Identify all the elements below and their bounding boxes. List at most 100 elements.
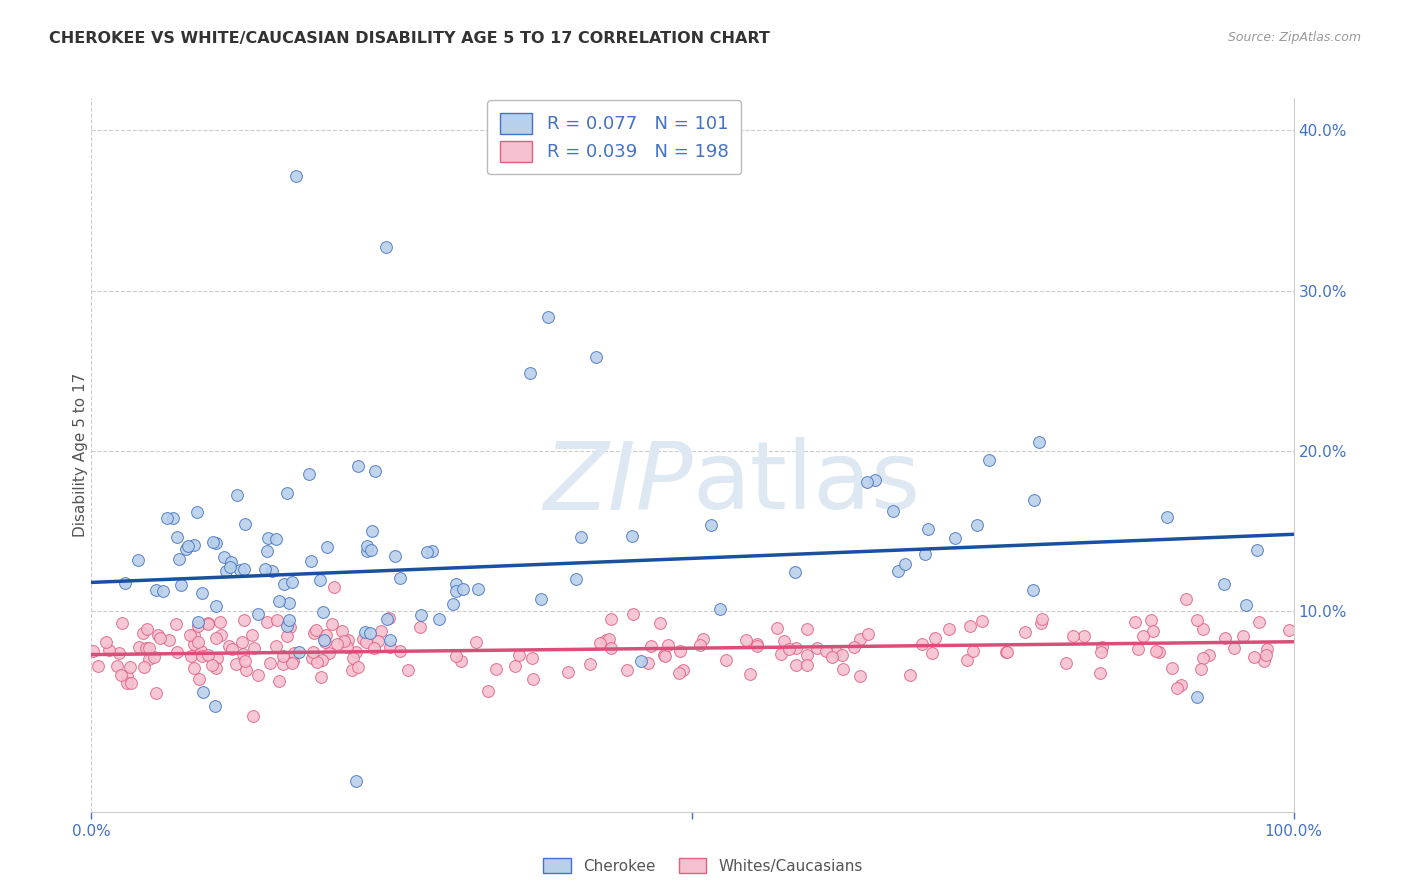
Point xyxy=(146,627,169,641)
Point xyxy=(321,617,343,632)
Point xyxy=(522,672,544,686)
Point xyxy=(299,554,322,568)
Point xyxy=(187,618,209,632)
Point xyxy=(256,615,278,629)
Point xyxy=(240,628,263,642)
Point xyxy=(205,631,228,645)
Point xyxy=(832,662,855,676)
Point xyxy=(128,640,150,654)
Point xyxy=(162,511,184,525)
Point xyxy=(1088,665,1111,680)
Point xyxy=(353,632,375,646)
Point xyxy=(1144,644,1167,658)
Point xyxy=(374,240,396,254)
Point xyxy=(177,539,200,553)
Point xyxy=(166,645,188,659)
Point xyxy=(197,616,219,631)
Point xyxy=(917,522,939,536)
Point xyxy=(815,643,838,657)
Point xyxy=(145,686,167,700)
Point xyxy=(231,634,253,648)
Point xyxy=(669,644,692,658)
Point xyxy=(342,650,364,665)
Point xyxy=(970,614,993,628)
Point xyxy=(1073,629,1095,643)
Point xyxy=(994,645,1017,659)
Point xyxy=(858,627,880,641)
Point xyxy=(1243,650,1265,665)
Point xyxy=(201,657,224,672)
Point xyxy=(1256,642,1278,657)
Point xyxy=(672,663,695,677)
Point xyxy=(508,648,530,662)
Point xyxy=(616,663,638,677)
Point xyxy=(648,615,671,630)
Point xyxy=(1022,582,1045,597)
Point xyxy=(114,576,136,591)
Point xyxy=(519,367,541,381)
Point xyxy=(346,459,368,474)
Y-axis label: Disability Age 5 to 17: Disability Age 5 to 17 xyxy=(73,373,87,537)
Point xyxy=(253,562,276,576)
Point xyxy=(356,539,378,553)
Point xyxy=(134,660,156,674)
Point xyxy=(207,650,229,665)
Point xyxy=(169,578,191,592)
Text: Source: ZipAtlas.com: Source: ZipAtlas.com xyxy=(1227,31,1361,45)
Point xyxy=(214,549,236,564)
Point xyxy=(377,611,399,625)
Point xyxy=(654,649,676,664)
Point xyxy=(219,555,242,569)
Point xyxy=(247,607,270,621)
Point xyxy=(267,673,290,688)
Point xyxy=(745,637,768,651)
Point xyxy=(1223,641,1246,656)
Point xyxy=(287,645,309,659)
Point xyxy=(205,661,228,675)
Point xyxy=(520,651,543,665)
Point xyxy=(333,634,356,648)
Point xyxy=(242,708,264,723)
Point xyxy=(356,635,378,649)
Point xyxy=(384,549,406,564)
Point xyxy=(451,582,474,596)
Point xyxy=(1123,615,1146,629)
Point xyxy=(1187,690,1209,705)
Point xyxy=(208,615,231,629)
Point xyxy=(315,628,337,642)
Point xyxy=(326,637,349,651)
Point xyxy=(796,658,818,673)
Point xyxy=(110,615,132,630)
Point xyxy=(135,640,157,655)
Point xyxy=(271,648,294,663)
Point xyxy=(409,620,432,634)
Point xyxy=(276,619,298,633)
Point xyxy=(579,657,602,671)
Point xyxy=(166,530,188,544)
Point xyxy=(411,608,433,623)
Point xyxy=(157,632,180,647)
Point xyxy=(336,640,359,655)
Point xyxy=(778,642,800,657)
Point xyxy=(353,625,375,640)
Point xyxy=(165,617,187,632)
Point xyxy=(183,661,205,675)
Point xyxy=(477,684,499,698)
Point xyxy=(314,635,336,649)
Point xyxy=(283,646,305,660)
Point xyxy=(595,633,617,648)
Point xyxy=(187,635,209,649)
Point xyxy=(943,531,966,545)
Point xyxy=(966,518,988,533)
Point xyxy=(956,653,979,667)
Point xyxy=(232,561,254,575)
Point xyxy=(156,511,179,525)
Point xyxy=(304,624,326,638)
Point xyxy=(132,626,155,640)
Point xyxy=(120,676,142,690)
Point xyxy=(204,698,226,713)
Point xyxy=(278,620,301,634)
Point xyxy=(598,632,620,646)
Point xyxy=(309,670,332,684)
Point xyxy=(1014,625,1036,640)
